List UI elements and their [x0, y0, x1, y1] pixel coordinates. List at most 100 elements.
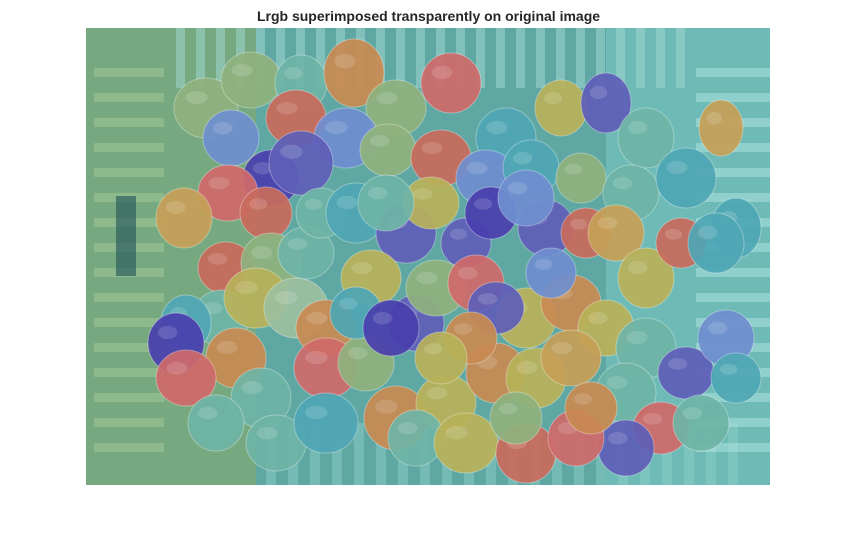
crate-slat — [354, 423, 364, 485]
tomato-highlight — [375, 399, 398, 414]
segmentation-overlay-image — [86, 28, 770, 485]
tomato-highlight — [339, 298, 358, 310]
tomato-highlight — [216, 340, 238, 355]
crate-slat — [728, 423, 738, 485]
tomato-highlight — [157, 325, 178, 340]
tomato-highlight — [421, 142, 443, 155]
tomato-highlight — [507, 182, 528, 195]
crate-slat — [94, 343, 164, 352]
tomato-region — [580, 72, 632, 134]
crate-slat — [556, 28, 565, 88]
tomato-highlight — [397, 422, 418, 435]
tomato-highlight — [276, 102, 298, 115]
tomato-highlight — [287, 238, 308, 250]
tomato-region — [239, 186, 293, 240]
tomato-region — [698, 99, 744, 157]
tomato-region — [489, 391, 543, 445]
tomato-highlight — [241, 380, 263, 395]
tomato-region — [655, 147, 717, 209]
tomato-region — [414, 331, 468, 385]
crate-slat — [696, 168, 770, 177]
crate-slat — [310, 423, 320, 485]
crate-slat — [396, 28, 405, 88]
crate-slat — [696, 268, 770, 277]
tomato-region — [534, 79, 588, 137]
tomato-highlight — [235, 280, 258, 295]
tomato-highlight — [706, 112, 723, 125]
crate-slat — [332, 423, 342, 485]
tomato-highlight — [707, 322, 728, 335]
figure-title: Lrgb superimposed transparently on origi… — [256, 8, 601, 24]
crate-slat — [476, 28, 485, 88]
tomato-highlight — [449, 228, 468, 240]
tomato-highlight — [256, 427, 278, 440]
crate-slat — [94, 168, 164, 177]
tomato-region — [555, 152, 607, 204]
tomato-region — [525, 247, 577, 299]
crate-slat — [176, 28, 185, 88]
tomato-highlight — [197, 407, 218, 420]
crate-slat — [94, 118, 164, 127]
tomato-region — [687, 212, 745, 274]
tomato-highlight — [325, 120, 348, 135]
tomato-highlight — [666, 160, 688, 175]
tomato-highlight — [607, 432, 628, 445]
tomato-region — [710, 352, 762, 404]
tomato-highlight — [499, 403, 518, 415]
image-axes — [86, 28, 770, 485]
crate-slat — [94, 68, 164, 77]
tomato-region — [268, 130, 334, 196]
tomato-highlight — [697, 225, 718, 240]
crate-slat — [94, 93, 164, 102]
crate-slat — [94, 368, 164, 377]
crate-slat — [596, 28, 605, 88]
crate-slat — [696, 193, 770, 202]
crate-slat — [696, 418, 770, 427]
crate-slat — [94, 443, 164, 452]
crate-slat — [656, 28, 665, 88]
crate-slat — [662, 423, 672, 485]
crate-slat — [376, 423, 386, 485]
tomato-region — [220, 51, 282, 109]
tomato-highlight — [424, 343, 443, 355]
tomato-highlight — [306, 312, 328, 325]
tomato-highlight — [426, 387, 448, 400]
crate-slat — [216, 28, 225, 88]
crate-slat — [276, 28, 285, 88]
tomato-region — [155, 187, 213, 249]
tomato-highlight — [372, 312, 393, 325]
tomato-highlight — [597, 217, 618, 230]
tomato-highlight — [304, 198, 323, 210]
tomato-highlight — [486, 120, 508, 135]
crate-slat — [696, 68, 770, 77]
tomato-highlight — [534, 258, 553, 270]
tomato-highlight — [280, 144, 303, 159]
tomato-highlight — [466, 162, 488, 175]
tomato-highlight — [336, 195, 358, 210]
crate-slat — [196, 28, 205, 88]
crate-slat — [496, 28, 505, 88]
tomato-region — [357, 174, 415, 232]
crate-slat — [636, 28, 645, 88]
tomato-highlight — [627, 120, 648, 135]
tomato-highlight — [544, 92, 563, 105]
tomato-highlight — [416, 272, 438, 285]
tomato-region — [293, 392, 359, 454]
tomato-highlight — [587, 312, 608, 325]
tomato-highlight — [454, 323, 473, 335]
crate-slat — [696, 443, 770, 452]
tomato-highlight — [305, 350, 328, 365]
tomato-highlight — [574, 393, 593, 405]
tomato-region — [540, 329, 602, 387]
tomato-highlight — [512, 152, 533, 165]
crate-slat — [516, 28, 525, 88]
tomato-highlight — [275, 290, 298, 305]
tomato-highlight — [284, 67, 303, 80]
tomato-region — [497, 169, 555, 227]
tomato-region — [362, 299, 420, 357]
crate-slat — [316, 28, 325, 88]
tomato-highlight — [606, 375, 628, 390]
tomato-region — [617, 247, 675, 309]
tomato-highlight — [207, 253, 228, 265]
crate-slat — [676, 28, 685, 88]
